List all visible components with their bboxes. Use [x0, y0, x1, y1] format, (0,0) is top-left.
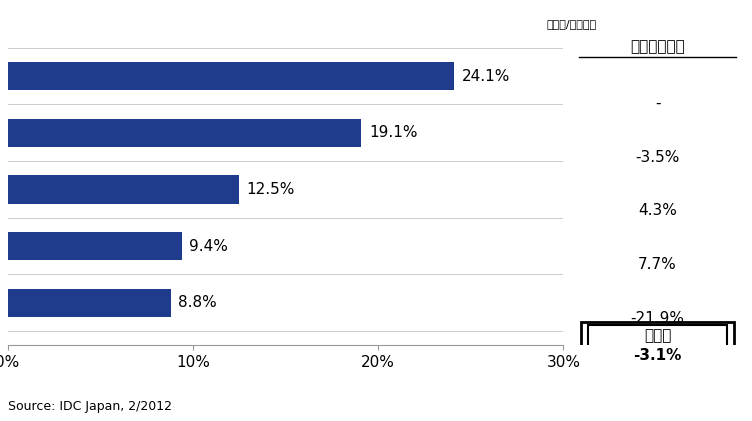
Text: 8.8%: 8.8% — [178, 295, 217, 310]
Bar — [8, 119, 362, 147]
Text: 9.4%: 9.4% — [189, 239, 228, 253]
FancyBboxPatch shape — [588, 325, 727, 365]
Bar — [8, 288, 171, 317]
Text: -21.9%: -21.9% — [631, 311, 684, 326]
Bar — [8, 232, 182, 260]
Text: Source: IDC Japan, 2/2012: Source: IDC Japan, 2/2012 — [8, 400, 171, 413]
Text: -3.5%: -3.5% — [635, 150, 680, 165]
Bar — [8, 62, 454, 91]
Text: シェア/出荷台数: シェア/出荷台数 — [547, 19, 596, 29]
Bar — [8, 175, 239, 204]
Text: 19.1%: 19.1% — [369, 125, 417, 140]
Text: 市場計
-3.1%: 市場計 -3.1% — [633, 328, 682, 362]
FancyBboxPatch shape — [581, 322, 734, 368]
Text: -: - — [655, 96, 660, 111]
Text: 7.7%: 7.7% — [638, 257, 677, 272]
Text: 24.1%: 24.1% — [462, 69, 510, 84]
Text: 12.5%: 12.5% — [247, 182, 295, 197]
Text: 対前年成長率: 対前年成長率 — [630, 40, 685, 55]
Text: 4.3%: 4.3% — [638, 203, 677, 218]
